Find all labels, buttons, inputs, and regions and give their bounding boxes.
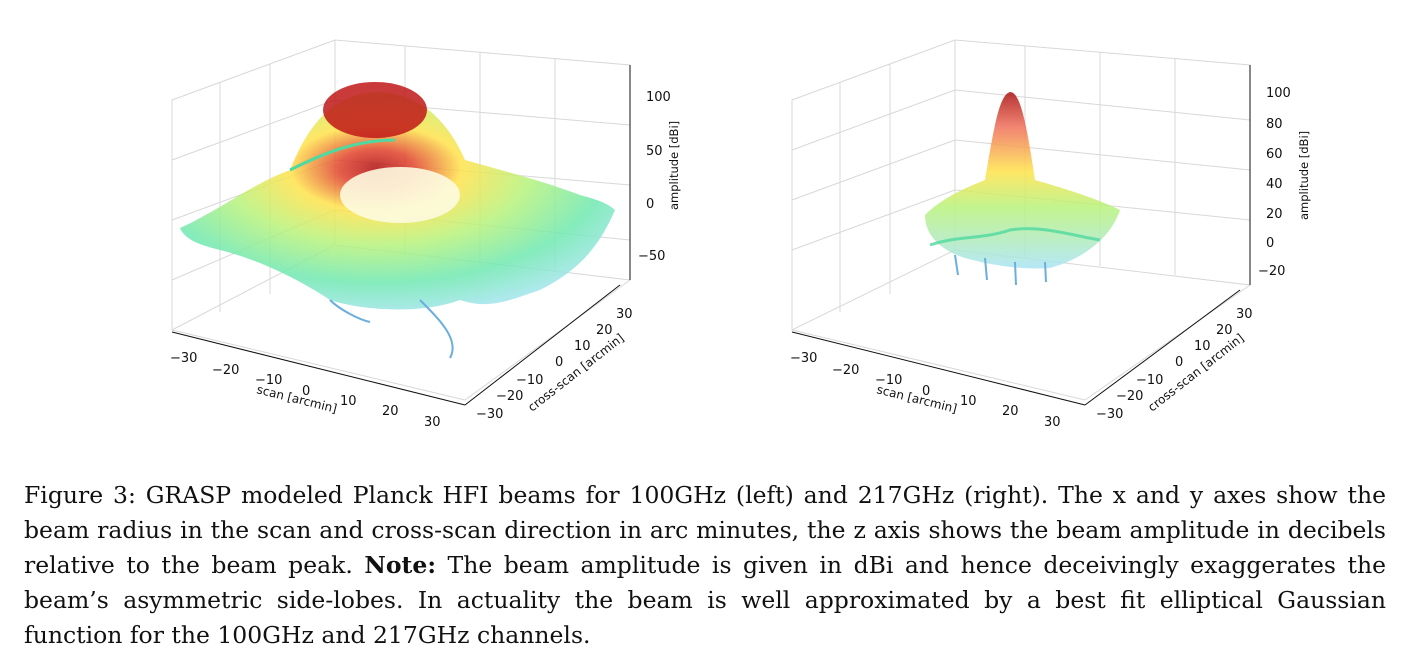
z-axis-label: amplitude [dBi] <box>667 121 681 210</box>
y-tick: 0 <box>555 355 563 370</box>
y-axis-ticks: 30 20 10 0 −10 −20 −30 <box>1096 307 1253 422</box>
axes <box>791 65 1251 406</box>
x-tick: 10 <box>340 394 357 409</box>
caption-note-label: Note: <box>364 551 437 579</box>
z-tick: 40 <box>1266 177 1283 192</box>
y-axis-ticks: 30 20 10 0 −10 −20 −30 <box>476 307 633 422</box>
caption-text-part1: Figure 3: GRASP modeled Planck HFI beams… <box>24 481 1386 579</box>
x-axis-ticks: −30 −20 −10 0 10 20 30 <box>170 351 441 430</box>
plot-217ghz: 100 80 60 40 20 0 −20 amplitude [dBi] −3… <box>780 0 1340 450</box>
z-tick: 50 <box>646 144 663 159</box>
y-tick: 20 <box>1216 323 1233 338</box>
y-tick: 10 <box>1194 339 1211 354</box>
y-tick: 0 <box>1175 355 1183 370</box>
y-tick: −30 <box>476 407 503 422</box>
surface-plot-217ghz: 100 80 60 40 20 0 −20 amplitude [dBi] −3… <box>790 39 1311 430</box>
x-tick: −10 <box>875 373 902 388</box>
beam-surface-100ghz <box>180 82 615 359</box>
y-tick: 10 <box>574 339 591 354</box>
z-tick: −50 <box>638 249 665 264</box>
z-tick: 0 <box>1266 236 1274 251</box>
y-tick: −30 <box>1096 407 1123 422</box>
beam-surface-217ghz <box>925 92 1120 286</box>
x-tick: −20 <box>832 363 859 378</box>
x-tick: 0 <box>302 384 310 399</box>
y-tick: −20 <box>496 389 523 404</box>
z-tick: 20 <box>1266 207 1283 222</box>
x-tick: 30 <box>424 415 441 430</box>
y-tick: 20 <box>596 323 613 338</box>
x-tick: 10 <box>960 394 977 409</box>
x-axis-label: scan [arcmin] <box>875 382 958 415</box>
x-tick: −30 <box>790 351 817 366</box>
y-tick: −10 <box>1136 373 1163 388</box>
z-tick: 60 <box>1266 147 1283 162</box>
y-tick: 30 <box>616 307 633 322</box>
y-tick: −10 <box>516 373 543 388</box>
x-tick: 30 <box>1044 415 1061 430</box>
x-tick: 0 <box>922 384 930 399</box>
figure-caption: Figure 3: GRASP modeled Planck HFI beams… <box>24 478 1386 653</box>
surface-plot-100ghz: 100 50 0 −50 amplitude [dBi] −30 −20 −10… <box>170 39 681 430</box>
x-axis-ticks: −30 −20 −10 0 10 20 30 <box>790 351 1061 430</box>
caption-text-part2: The beam amplitude is given in dBi and h… <box>24 551 1386 649</box>
plot-100ghz: 100 50 0 −50 amplitude [dBi] −30 −20 −10… <box>160 0 700 450</box>
z-axis-ticks: 100 80 60 40 20 0 −20 <box>1258 86 1291 279</box>
y-tick: −20 <box>1116 389 1143 404</box>
x-tick: −20 <box>212 363 239 378</box>
x-tick: −10 <box>255 373 282 388</box>
z-tick: 100 <box>1266 86 1291 101</box>
x-axis-label: scan [arcmin] <box>255 382 338 415</box>
z-tick: 0 <box>646 197 654 212</box>
x-tick: −30 <box>170 351 197 366</box>
z-tick: −20 <box>1258 264 1285 279</box>
x-tick: 20 <box>1002 404 1019 419</box>
axes <box>171 65 631 406</box>
z-tick: 80 <box>1266 117 1283 132</box>
z-axis-label: amplitude [dBi] <box>1297 131 1311 220</box>
z-tick: 100 <box>646 90 671 105</box>
figure-3: 100 50 0 −50 amplitude [dBi] −30 −20 −10… <box>160 0 1340 450</box>
y-tick: 30 <box>1236 307 1253 322</box>
z-axis-ticks: 100 50 0 −50 <box>638 90 671 264</box>
x-tick: 20 <box>382 404 399 419</box>
